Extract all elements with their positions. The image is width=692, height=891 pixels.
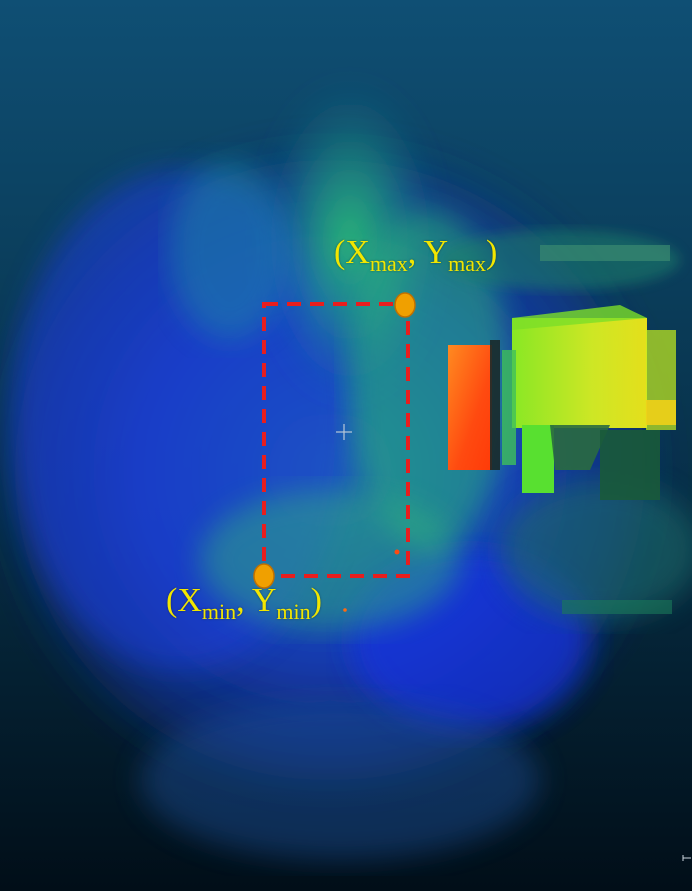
label-max-sep: , Y xyxy=(407,234,449,271)
label-min-close: ) xyxy=(310,582,322,619)
min-corner-point xyxy=(253,563,275,589)
label-max-sub-y: max xyxy=(448,251,486,276)
label-min-sub-y: min xyxy=(276,599,311,624)
max-coordinate-label: (Xmax, Ymax) xyxy=(334,234,498,275)
label-max-sub-x: max xyxy=(369,251,408,276)
label-min-open: (X xyxy=(166,582,202,619)
label-max-open: (X xyxy=(334,234,370,271)
label-min-sep: , Y xyxy=(236,582,277,619)
label-min-sub-x: min xyxy=(201,599,237,624)
building-structure xyxy=(448,245,676,614)
min-coordinate-label: (Xmin, Ymin) xyxy=(166,582,322,623)
label-max-close: ) xyxy=(485,234,498,271)
bounding-box xyxy=(262,302,410,578)
center-crosshair xyxy=(336,424,352,440)
max-corner-point xyxy=(394,292,416,318)
scale-tick-icon xyxy=(682,855,691,861)
